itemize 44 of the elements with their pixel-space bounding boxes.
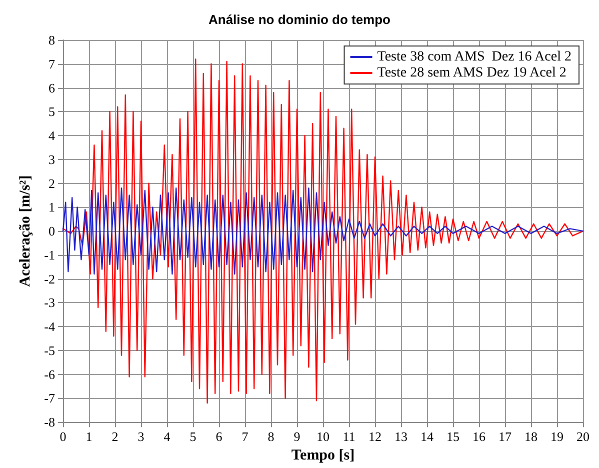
line-series (62, 187, 584, 275)
y-tick-label: -2 (44, 271, 55, 286)
y-tick-label: 5 (48, 104, 55, 120)
y-tick-label: -7 (44, 390, 56, 406)
legend-label: Teste 38 com AMS Dez 16 Acel 2 (377, 50, 572, 64)
x-tick-label: 8 (268, 429, 274, 444)
y-tick-label: 1 (48, 200, 55, 215)
x-tick-label: 18 (524, 429, 538, 444)
legend-label: Teste 28 sem AMS Dez 19 Acel 2 (377, 66, 566, 80)
y-tick-label: -3 (44, 295, 55, 310)
y-tick-label: 2 (48, 176, 55, 191)
y-tick-label: 6 (48, 80, 56, 96)
x-tick-label: 16 (472, 429, 486, 444)
x-tick-label: 19 (550, 429, 564, 444)
y-tick-label: 4 (48, 128, 56, 144)
y-axis-title: Aceleração [m/s²] (18, 175, 34, 287)
y-tick-label: -1 (44, 247, 55, 262)
x-tick-label: 7 (242, 429, 249, 444)
x-tick-label: 5 (190, 429, 196, 444)
x-tick-label: 14 (420, 429, 434, 444)
x-tick-label: 17 (498, 429, 512, 444)
x-tick-label: 1 (86, 429, 92, 444)
y-tick-label: -4 (44, 319, 56, 334)
x-tick-label: 15 (446, 429, 460, 444)
y-tick-label: 3 (48, 152, 55, 167)
y-tick-label: 0 (48, 224, 55, 239)
x-tick-label: 11 (342, 429, 356, 444)
x-tick-label: 2 (112, 429, 118, 444)
x-tick-label: 20 (576, 429, 590, 444)
x-tick-label: 6 (216, 429, 223, 444)
x-tick-label: 4 (164, 429, 171, 444)
y-tick-label: 8 (48, 32, 55, 48)
y-tick-label: -6 (44, 366, 56, 382)
y-tick-label: -5 (44, 342, 55, 358)
x-axis-title: Tempo [s] (291, 448, 355, 464)
x-tick-label: 10 (316, 429, 330, 444)
y-tick-label: 7 (48, 56, 56, 72)
y-tick-label: -8 (44, 414, 55, 430)
chart-title: Análise no dominio do tempo (208, 12, 391, 27)
x-tick-label: 9 (294, 429, 300, 444)
x-tick-label: 0 (60, 429, 66, 444)
x-tick-label: 13 (394, 429, 408, 444)
x-tick-label: 3 (138, 429, 144, 444)
x-tick-label: 12 (368, 429, 382, 444)
